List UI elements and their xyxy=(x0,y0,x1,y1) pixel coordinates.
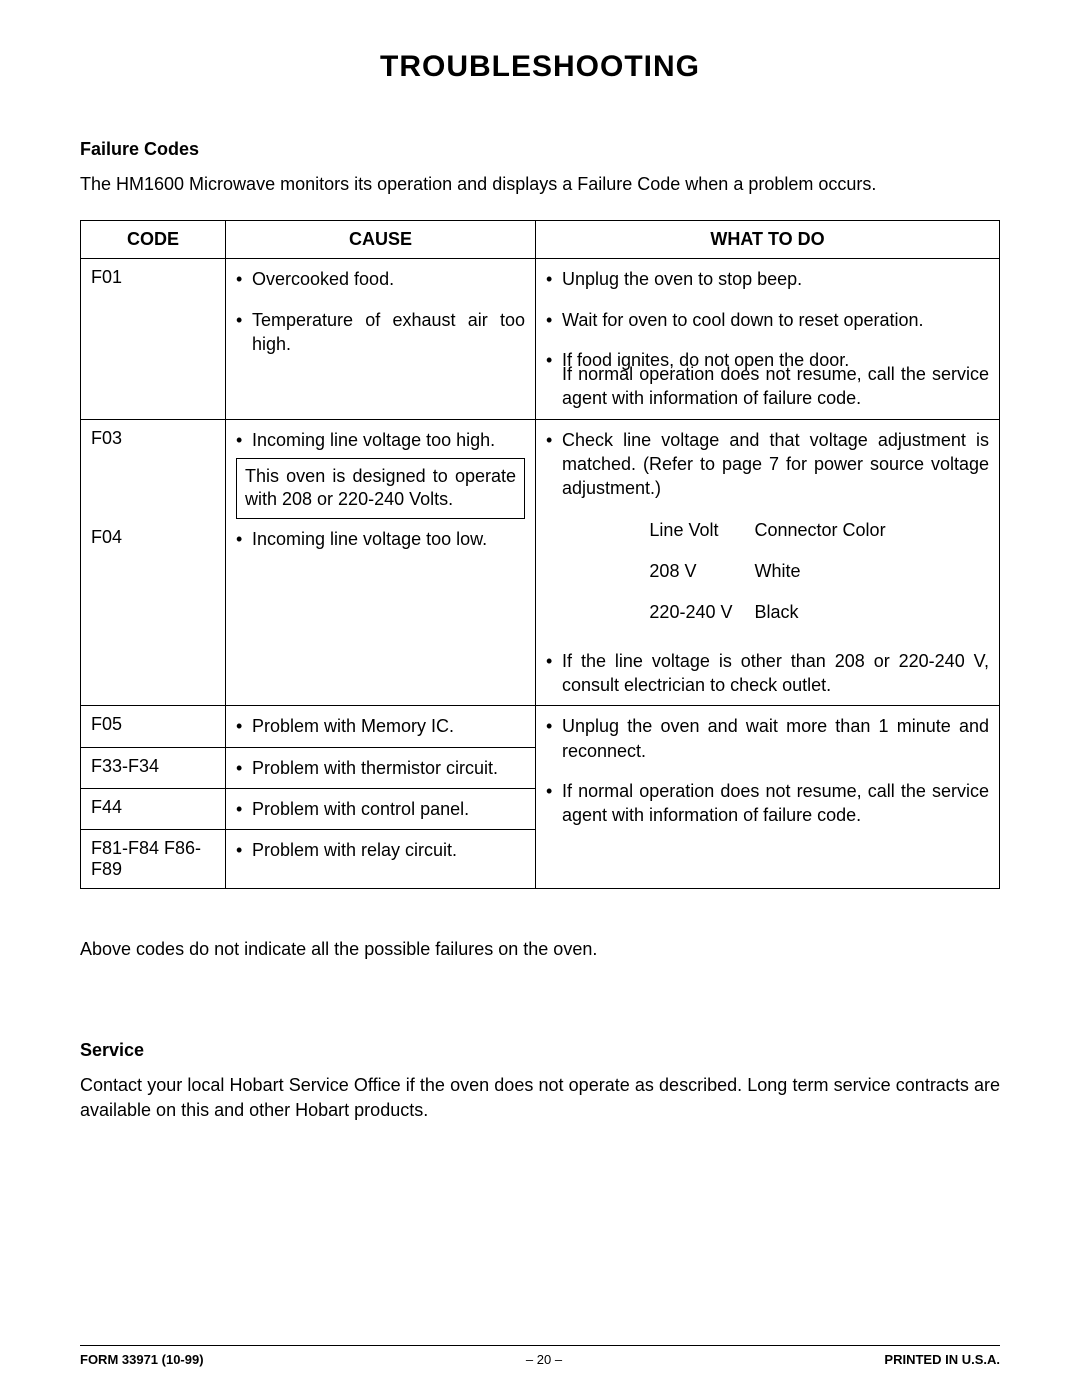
cause-item: Problem with control panel. xyxy=(236,797,525,821)
header-code: CODE xyxy=(81,221,226,259)
cause-item: Incoming line voltage too high. xyxy=(236,428,525,452)
code-cell: F44 xyxy=(81,789,226,830)
cause-cell: Overcooked food. Temperature of exhaust … xyxy=(226,259,536,419)
code-cell: F81-F84 F86-F89 xyxy=(81,830,226,889)
what-item: Check line voltage and that voltage adju… xyxy=(546,428,989,501)
volt-cell: White xyxy=(745,552,896,591)
what-cell: Check line voltage and that voltage adju… xyxy=(536,419,1000,706)
what-cell: Unplug the oven to stop beep. Wait for o… xyxy=(536,259,1000,419)
cause-cell: Problem with Memory IC. xyxy=(226,706,536,747)
code-cell: F33-F34 xyxy=(81,747,226,788)
code-cell: F05 xyxy=(81,706,226,747)
footer-page-number: – 20 – xyxy=(526,1352,562,1367)
volt-cell: 208 V xyxy=(639,552,742,591)
service-text: Contact your local Hobart Service Office… xyxy=(80,1073,1000,1122)
table-row: F05 Problem with Memory IC. Unplug the o… xyxy=(81,706,1000,747)
code-value: F03 xyxy=(91,428,215,449)
voltage-table: Line Volt Connector Color 208 V White 22… xyxy=(637,509,897,635)
code-value: F04 xyxy=(91,527,215,548)
header-cause: CAUSE xyxy=(226,221,536,259)
section-heading-failure-codes: Failure Codes xyxy=(80,139,1000,160)
below-table-note: Above codes do not indicate all the poss… xyxy=(80,939,1000,960)
volt-header: Connector Color xyxy=(745,511,896,550)
table-row: F03 F04 Incoming line voltage too high. … xyxy=(81,419,1000,706)
page-footer: FORM 33971 (10-99) – 20 – PRINTED IN U.S… xyxy=(80,1345,1000,1367)
cause-item: Problem with Memory IC. xyxy=(236,714,525,738)
page-title: TROUBLESHOOTING xyxy=(80,50,1000,84)
what-item: If food ignites, do not open the door. xyxy=(546,348,989,372)
page: TROUBLESHOOTING Failure Codes The HM1600… xyxy=(0,0,1080,1397)
cause-item: Temperature of exhaust air too high. xyxy=(236,308,525,357)
code-cell: F03 F04 xyxy=(81,419,226,706)
volt-cell: Black xyxy=(745,593,896,632)
cause-item: Problem with thermistor circuit. xyxy=(236,756,525,780)
volt-cell: 220-240 V xyxy=(639,593,742,632)
code-cell: F01 xyxy=(81,259,226,419)
cause-cell: Problem with relay circuit. xyxy=(226,830,536,889)
footer-right: PRINTED IN U.S.A. xyxy=(884,1352,1000,1367)
footer-left: FORM 33971 (10-99) xyxy=(80,1352,204,1367)
table-row: F01 Overcooked food. Temperature of exha… xyxy=(81,259,1000,419)
what-cell: Unplug the oven and wait more than 1 min… xyxy=(536,706,1000,889)
volt-header: Line Volt xyxy=(639,511,742,550)
what-item: Unplug the oven to stop beep. xyxy=(546,267,989,291)
cause-item: Incoming line voltage too low. xyxy=(236,527,525,551)
failure-codes-table: CODE CAUSE WHAT TO DO F01 Overcooked foo… xyxy=(80,220,1000,889)
cause-cell: Problem with control panel. xyxy=(226,789,536,830)
cause-item: Problem with relay circuit. xyxy=(236,838,525,862)
cause-note-box: This oven is designed to operate with 20… xyxy=(236,458,525,519)
what-item: Unplug the oven and wait more than 1 min… xyxy=(546,714,989,763)
cause-cell: Incoming line voltage too high. This ove… xyxy=(226,419,536,706)
intro-text: The HM1600 Microwave monitors its operat… xyxy=(80,172,1000,196)
section-heading-service: Service xyxy=(80,1040,1000,1061)
what-item: If the line voltage is other than 208 or… xyxy=(546,649,989,698)
header-what: WHAT TO DO xyxy=(536,221,1000,259)
cause-cell: Problem with thermistor circuit. xyxy=(226,747,536,788)
cause-item: Overcooked food. xyxy=(236,267,525,291)
what-item: If normal operation does not resume, cal… xyxy=(546,779,989,828)
what-item: Wait for oven to cool down to reset oper… xyxy=(546,308,989,332)
